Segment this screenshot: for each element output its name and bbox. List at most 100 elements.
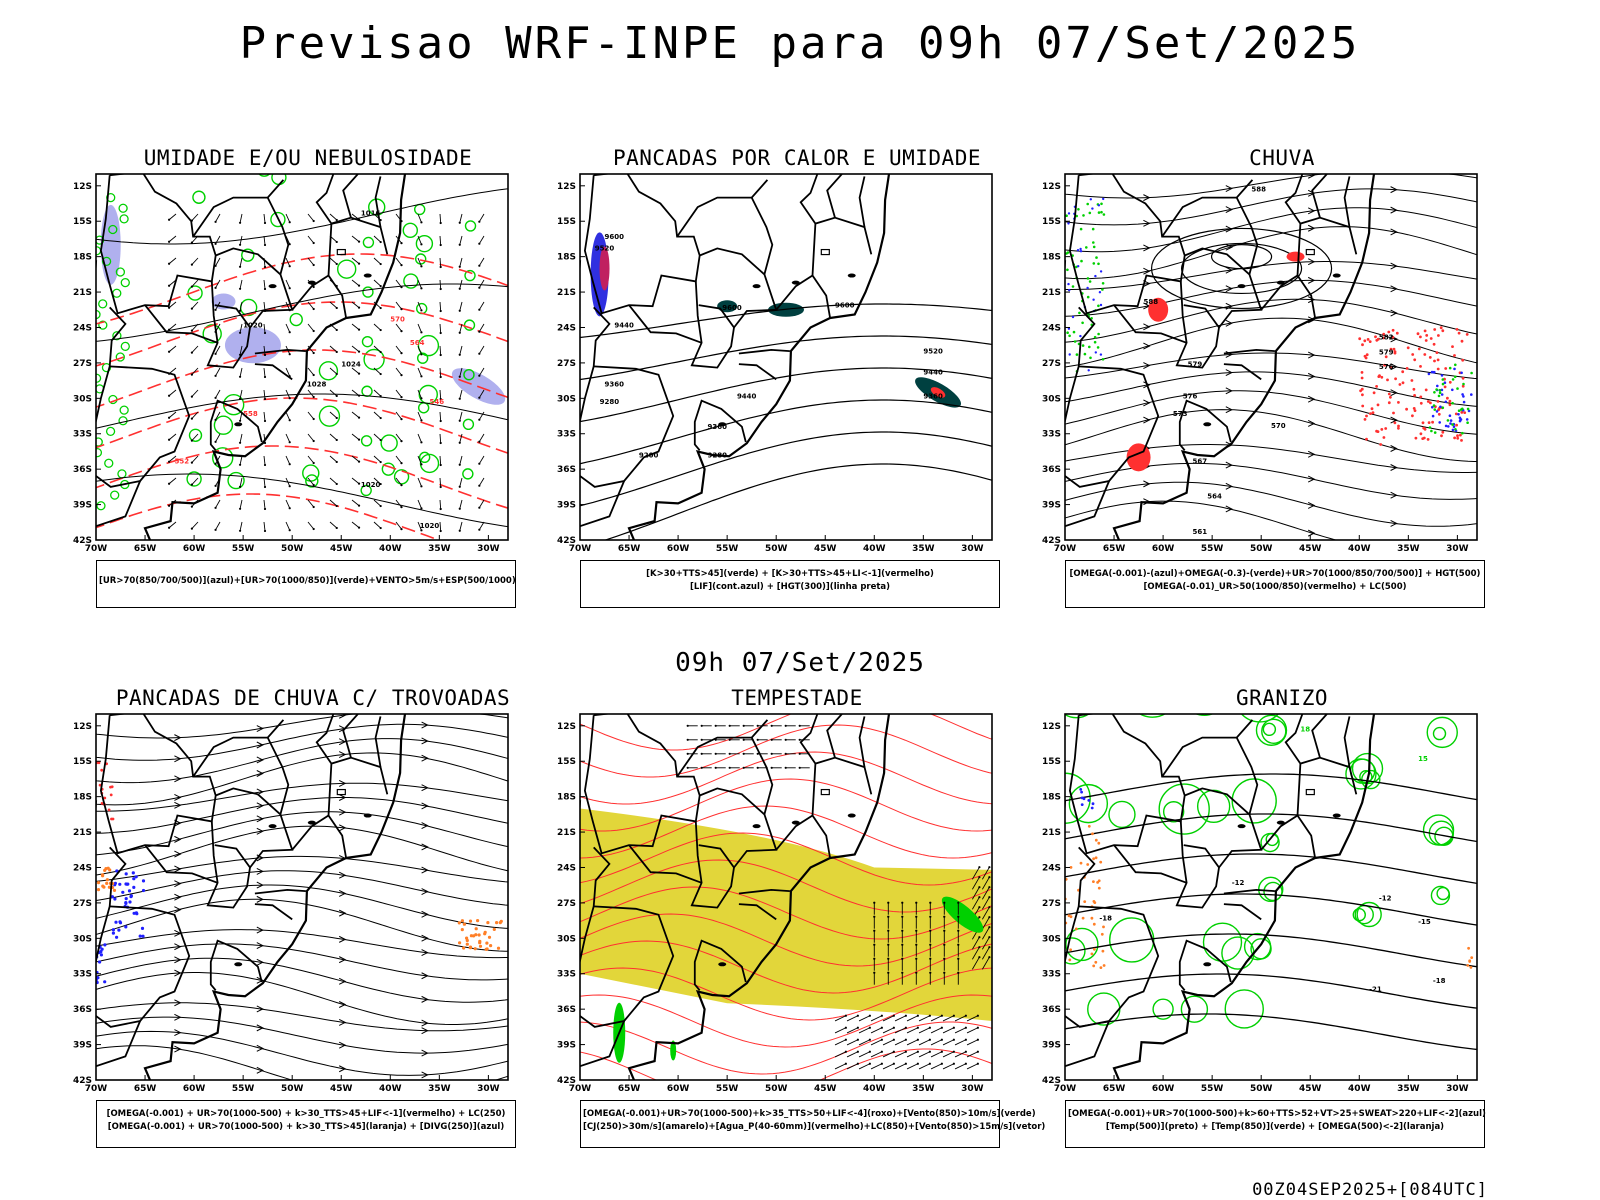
wind-vector-head xyxy=(478,462,481,465)
strong-wind-vector xyxy=(846,1039,859,1046)
wind-vector-head xyxy=(335,262,338,266)
wind-vector-head xyxy=(420,463,423,466)
streamline-arrow xyxy=(256,802,264,810)
streamline-arrow xyxy=(338,779,347,787)
strong-wind-vector-head xyxy=(957,971,960,974)
humidity-low-contour xyxy=(212,447,234,469)
rain-dot xyxy=(1440,434,1443,438)
wind-vector-head xyxy=(335,416,338,420)
contour-label: 9600 xyxy=(835,301,855,309)
omega-dot xyxy=(1460,371,1463,375)
strong-wind-vector xyxy=(981,886,990,900)
wind-vector-head xyxy=(420,375,423,378)
divergence-dot xyxy=(98,960,102,964)
wind-vector-head xyxy=(263,507,267,511)
wind-vector-head xyxy=(478,308,481,311)
omega-dot xyxy=(1097,841,1101,845)
wind-vector xyxy=(439,345,442,356)
rain-dot xyxy=(1382,436,1386,439)
border-line xyxy=(144,844,218,884)
divergence-dot xyxy=(111,931,115,935)
strong-wind-vector-head xyxy=(988,896,991,899)
lake-mark xyxy=(1276,820,1285,825)
thunder-dot xyxy=(112,888,117,892)
wind-vector xyxy=(215,411,221,421)
wind-vector-head xyxy=(167,328,171,331)
humidity-high-area xyxy=(224,327,281,364)
wind-vector-head xyxy=(478,220,481,223)
rain-area xyxy=(1148,297,1169,322)
strong-wind-vector xyxy=(942,1015,955,1022)
temp850-contour xyxy=(1422,814,1455,846)
wind-vector-head xyxy=(214,528,217,531)
lon-label: 30W xyxy=(1446,1084,1469,1094)
contour-label: -18 xyxy=(1433,977,1446,985)
border-line xyxy=(342,174,359,218)
thunder-dot xyxy=(468,946,472,950)
humidity-low-contour xyxy=(96,447,103,458)
wind-vector-head xyxy=(312,285,315,289)
strong-wind-vector xyxy=(906,1063,919,1070)
contour-label: 570 xyxy=(390,316,405,324)
streamline xyxy=(96,714,508,739)
temp850-contour xyxy=(1356,901,1382,928)
streamline-arrow xyxy=(1143,267,1151,275)
omega-dot xyxy=(1090,916,1094,920)
streamline-arrow xyxy=(174,755,182,763)
strong-wind-vector xyxy=(971,876,980,890)
lat-label: 30S xyxy=(1042,934,1061,944)
contour-label: 552 xyxy=(174,457,189,465)
streamline xyxy=(1065,279,1477,317)
strong-wind-vector xyxy=(870,1015,883,1022)
wind-vector-head xyxy=(312,483,315,487)
border-line xyxy=(858,176,866,228)
wind-vector-head xyxy=(190,329,193,332)
rain-dot xyxy=(1392,411,1395,415)
wind-vector-head xyxy=(167,306,171,309)
strong-wind-vector-head xyxy=(964,1038,967,1041)
wind-vector-head xyxy=(420,309,423,312)
rain-dot xyxy=(1417,347,1421,351)
lon-label: 45W xyxy=(1299,544,1322,554)
wind-vector xyxy=(191,301,199,309)
rain-dot xyxy=(1386,378,1389,382)
rain-dot xyxy=(1460,411,1464,414)
legend-line: [Temp(500)](preto) + [Temp(850)](verde) … xyxy=(1105,1122,1445,1132)
border-line xyxy=(1223,363,1262,381)
lake-mark xyxy=(1203,422,1212,427)
wind-vector-head xyxy=(439,331,442,335)
strong-wind-vector-head xyxy=(904,1038,907,1041)
rain-dot xyxy=(1384,427,1388,430)
wind-vector-head xyxy=(784,724,787,727)
divergence-dot xyxy=(115,869,119,873)
border-line xyxy=(1065,905,1160,1028)
wind-vector-head xyxy=(190,373,193,376)
humidity-low-contour xyxy=(403,273,419,289)
contour-label: 9600 xyxy=(722,304,742,312)
wind-vector-head xyxy=(335,218,338,222)
humidity-low-contour xyxy=(187,285,203,301)
wind-vector-head xyxy=(357,262,361,265)
wind-vector-head xyxy=(288,331,291,334)
lake-mark xyxy=(363,273,372,278)
wind-vector-head xyxy=(379,306,382,310)
wind-vector xyxy=(395,301,402,310)
thunder-dot xyxy=(483,930,487,934)
border-line xyxy=(96,365,191,488)
wind-vector xyxy=(285,257,291,267)
humidity-low-contour xyxy=(417,334,440,357)
wind-vector xyxy=(168,301,177,309)
divergence-dot xyxy=(117,928,121,932)
wind-vector-head xyxy=(379,328,382,332)
omega-dot xyxy=(1077,265,1080,268)
wind-vector xyxy=(459,389,463,399)
streamline-arrow xyxy=(1143,416,1151,424)
inset-box xyxy=(336,788,346,796)
wind-vector-head xyxy=(742,752,745,755)
humid-dot xyxy=(1446,419,1450,422)
strong-wind-vector xyxy=(942,1063,955,1070)
humid-dot xyxy=(1457,409,1461,412)
wind-vector-head xyxy=(238,397,242,400)
humidity-low-contour xyxy=(213,415,234,435)
streamline-arrow xyxy=(421,822,429,830)
